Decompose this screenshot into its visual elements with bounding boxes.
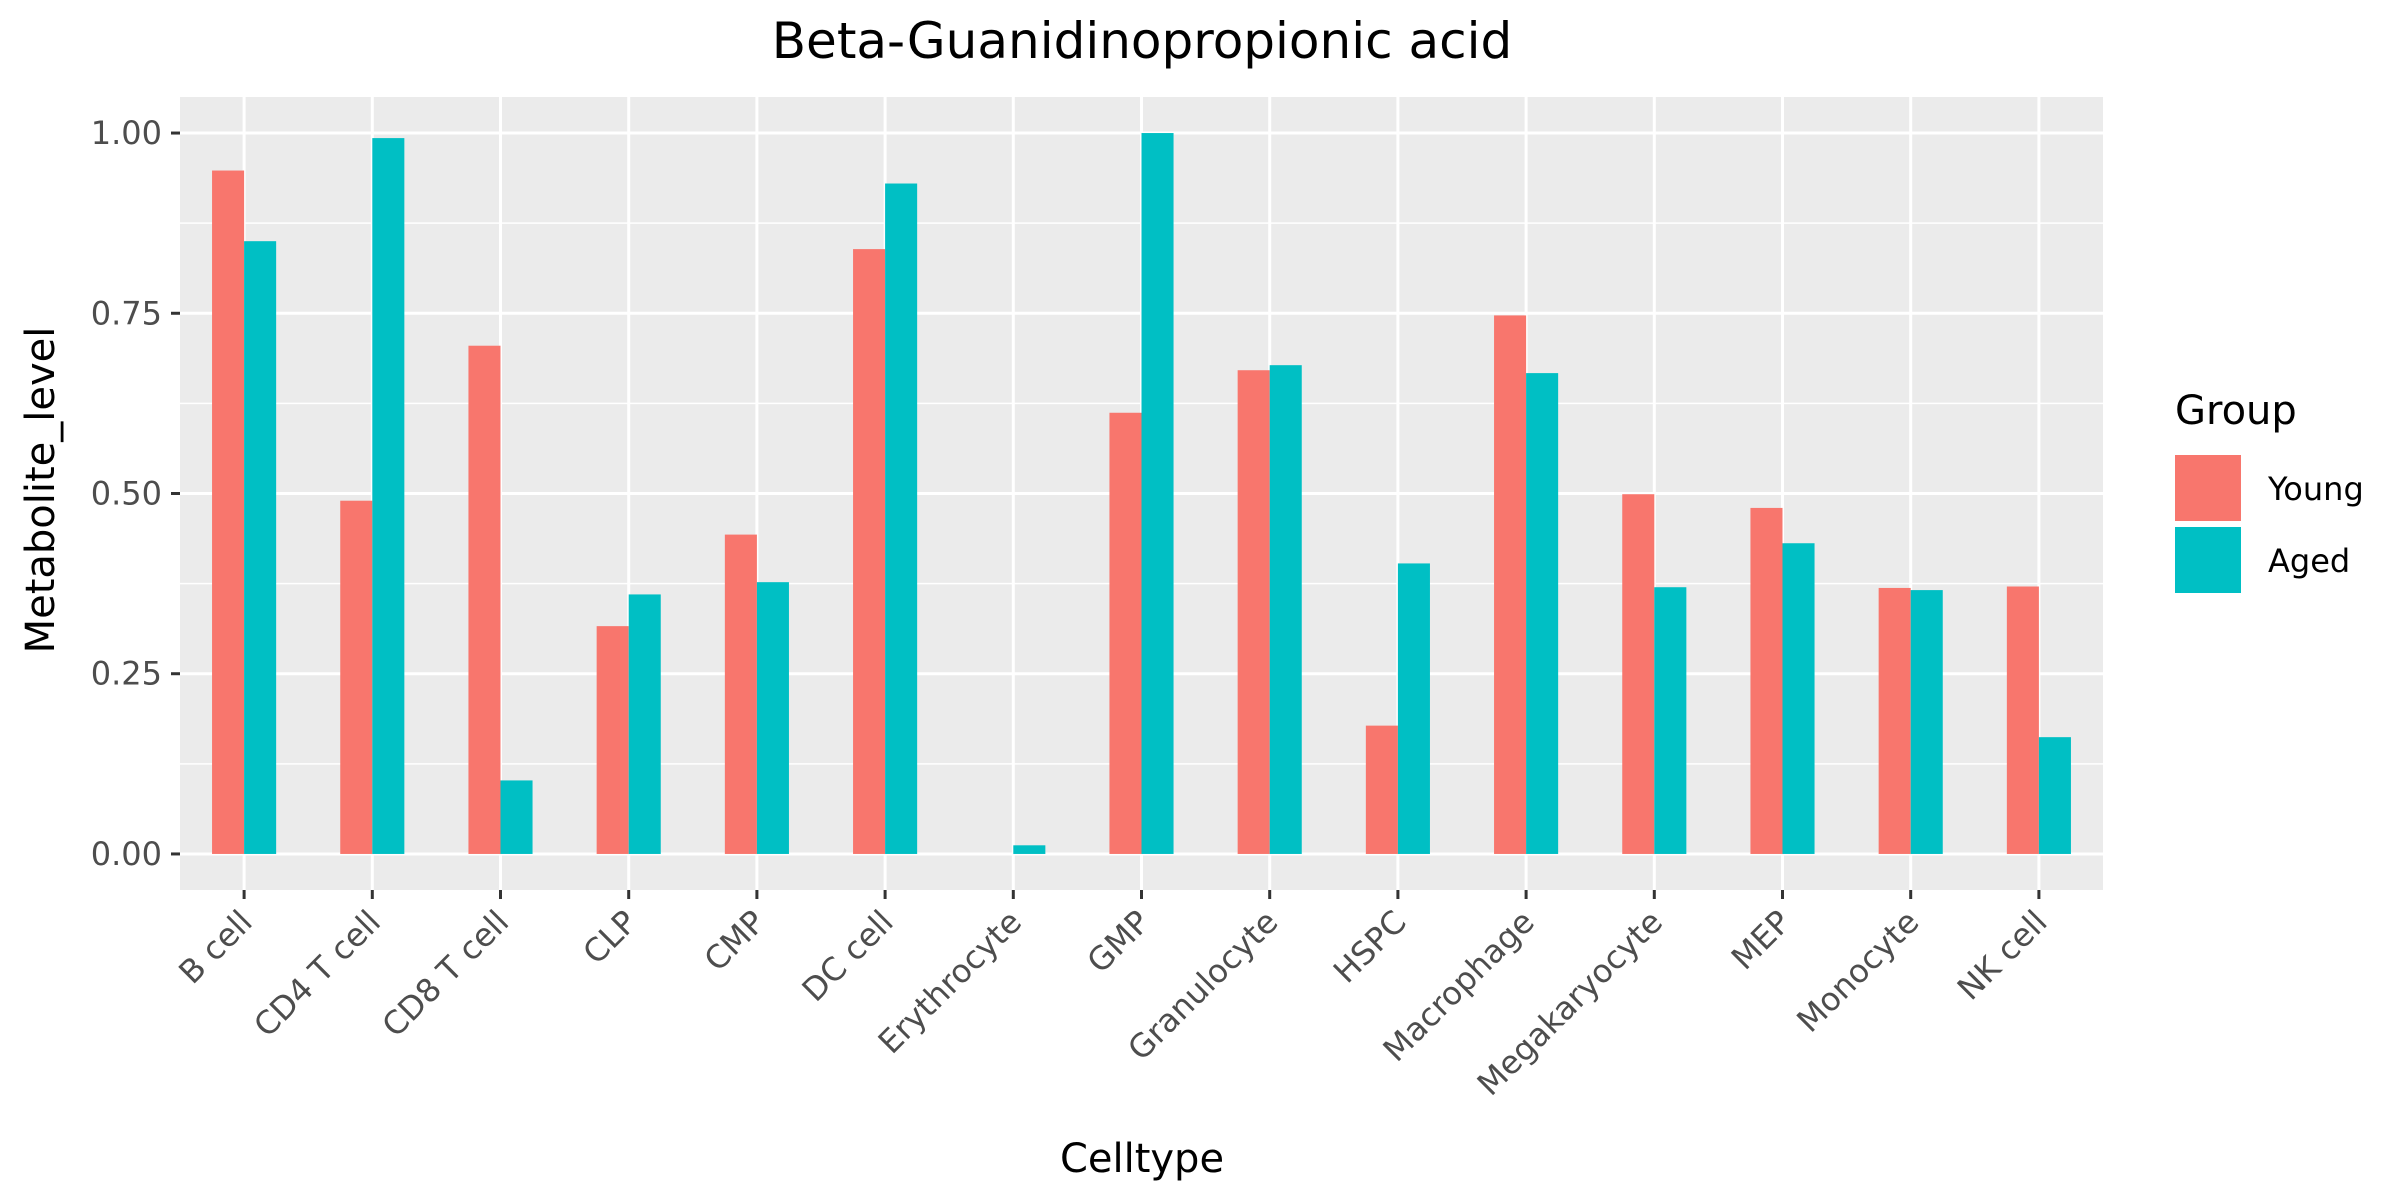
bar-aged bbox=[1654, 587, 1687, 854]
legend-label-young: Young bbox=[2267, 470, 2364, 508]
bars bbox=[212, 133, 2071, 854]
x-tick-label: GMP bbox=[1080, 903, 1158, 981]
legend-title: Group bbox=[2175, 388, 2297, 434]
bar-aged bbox=[1397, 563, 1430, 854]
x-tick-label: CD8 T cell bbox=[375, 903, 517, 1045]
x-tick-label: B cell bbox=[171, 903, 260, 992]
bar-young bbox=[1109, 412, 1142, 854]
bar-aged bbox=[1526, 373, 1559, 854]
bar-young bbox=[212, 170, 245, 854]
bar-young bbox=[1622, 494, 1655, 854]
bar-aged bbox=[500, 780, 533, 854]
bar-aged bbox=[628, 594, 661, 854]
bar-aged bbox=[756, 582, 789, 854]
x-axis-title: Celltype bbox=[1060, 1136, 1224, 1182]
x-tick-label: CD4 T cell bbox=[246, 903, 388, 1045]
bar-young bbox=[1237, 370, 1270, 854]
bar-aged bbox=[1013, 845, 1046, 854]
y-axis-title: Metabolite_level bbox=[18, 327, 64, 654]
x-tick-label: NK cell bbox=[1950, 903, 2055, 1008]
bar-aged bbox=[1910, 590, 1943, 854]
y-tick-label: 1.00 bbox=[91, 114, 162, 152]
bar-young bbox=[2006, 586, 2039, 854]
bar-young bbox=[724, 534, 757, 854]
bar-aged bbox=[885, 183, 918, 854]
y-tick-label: 0.50 bbox=[91, 475, 162, 513]
chart-title: Beta-Guanidinopropionic acid bbox=[772, 12, 1512, 70]
legend-key-aged bbox=[2175, 527, 2241, 593]
bar-young bbox=[1750, 507, 1783, 854]
bar-young bbox=[340, 500, 373, 854]
bar-young bbox=[1365, 725, 1398, 854]
bar-young bbox=[853, 249, 886, 854]
legend-key-young bbox=[2175, 455, 2241, 521]
bar-aged bbox=[2038, 737, 2071, 854]
y-tick-label: 0.75 bbox=[91, 294, 162, 332]
legend: Group Young Aged bbox=[2175, 388, 2364, 593]
bar-young bbox=[468, 345, 501, 854]
bar-aged bbox=[1782, 543, 1815, 854]
y-tick-label: 0.25 bbox=[91, 655, 162, 693]
bar-aged bbox=[372, 138, 405, 854]
y-tick-label: 0.00 bbox=[91, 835, 162, 873]
bar-young bbox=[1878, 587, 1911, 854]
x-tick-label: HSPC bbox=[1326, 903, 1414, 991]
x-tick-label: MEP bbox=[1724, 903, 1798, 977]
bar-young bbox=[596, 626, 629, 854]
bar-young bbox=[1494, 315, 1527, 854]
x-tick-label: CLP bbox=[575, 903, 644, 972]
bar-aged bbox=[244, 241, 277, 854]
bar-aged bbox=[1269, 365, 1302, 854]
bar-aged bbox=[1141, 133, 1174, 854]
x-tick-label: Monocyte bbox=[1789, 903, 1926, 1040]
x-tick-label: DC cell bbox=[795, 903, 901, 1009]
legend-label-aged: Aged bbox=[2268, 542, 2350, 580]
x-tick-label: CMP bbox=[697, 903, 773, 979]
